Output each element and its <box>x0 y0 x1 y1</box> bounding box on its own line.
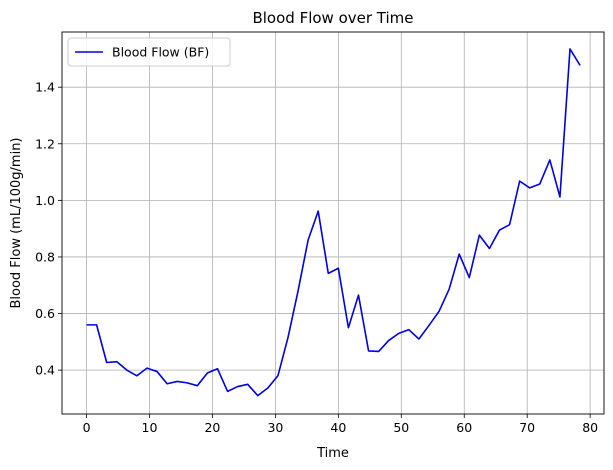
x-tick-label: 60 <box>456 420 472 435</box>
x-axis-label: Time <box>316 446 349 461</box>
plot-area-frame <box>61 31 605 415</box>
legend-label-blood-flow: Blood Flow (BF) <box>112 45 209 60</box>
grid <box>62 32 604 414</box>
x-tick-label: 10 <box>142 420 158 435</box>
ticks: 0 10 20 30 40 50 60 70 80 0.4 0.6 0.8 1.0 1.2 1.4 <box>35 80 598 435</box>
series-layer <box>86 48 581 397</box>
x-tick-label: 50 <box>393 420 409 435</box>
x-tick-label: 0 <box>83 420 91 435</box>
y-tick-label: 1.4 <box>35 80 55 95</box>
x-tick-label: 70 <box>519 420 535 435</box>
y-tick-label: 0.4 <box>35 363 55 378</box>
x-tick-label: 20 <box>204 420 220 435</box>
chart-title: Blood Flow over Time <box>252 9 413 27</box>
y-tick-label: 0.8 <box>35 249 55 264</box>
x-tick-label: 30 <box>267 420 283 435</box>
y-tick-label: 1.2 <box>35 136 55 151</box>
y-axis-label: Blood Flow (mL/100g/min) <box>9 137 24 308</box>
x-tick-label: 80 <box>582 420 598 435</box>
x-tick-label: 40 <box>330 420 346 435</box>
y-tick-label: 0.6 <box>35 306 55 321</box>
series-line-blood-flow <box>86 48 581 397</box>
legend-box <box>67 37 231 67</box>
legend: Blood Flow (BF) <box>67 37 231 67</box>
y-tick-label: 1.0 <box>35 193 55 208</box>
